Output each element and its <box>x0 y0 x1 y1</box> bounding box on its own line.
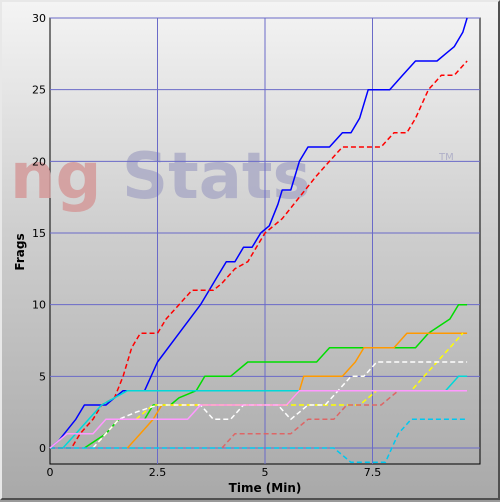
x-axis-label: Time (Min) <box>229 481 302 495</box>
y-tick-label: 10 <box>32 299 46 312</box>
watermark-main: Stats <box>122 140 311 214</box>
tick-labels: 0 2.5 5 7.5 0 5 10 15 20 25 30 <box>32 12 381 479</box>
series-line-2 <box>50 60 468 449</box>
y-tick-label: 15 <box>32 227 46 240</box>
y-tick-label: 20 <box>32 155 46 168</box>
x-tick-label: 7.5 <box>364 466 382 479</box>
series-line-1 <box>49 17 468 449</box>
y-tick-label: 5 <box>39 370 46 383</box>
x-tick-label: 2.5 <box>149 466 167 479</box>
y-axis-label: Frags <box>13 233 27 270</box>
series-line-10 <box>49 389 468 449</box>
series-line-7 <box>62 375 468 449</box>
y-tick-label: 30 <box>32 12 46 25</box>
series-line-9 <box>221 389 468 449</box>
y-tick-label: 0 <box>39 442 46 455</box>
x-tick-label: 5 <box>262 466 269 479</box>
y-tick-label: 25 <box>32 84 46 97</box>
series-layer <box>49 17 468 464</box>
watermark-prefix: ng <box>10 140 101 214</box>
x-tick-label: 0 <box>47 466 54 479</box>
grid-lines <box>50 17 480 464</box>
series-line-8 <box>50 418 468 464</box>
watermark-trademark: TM <box>438 152 454 163</box>
